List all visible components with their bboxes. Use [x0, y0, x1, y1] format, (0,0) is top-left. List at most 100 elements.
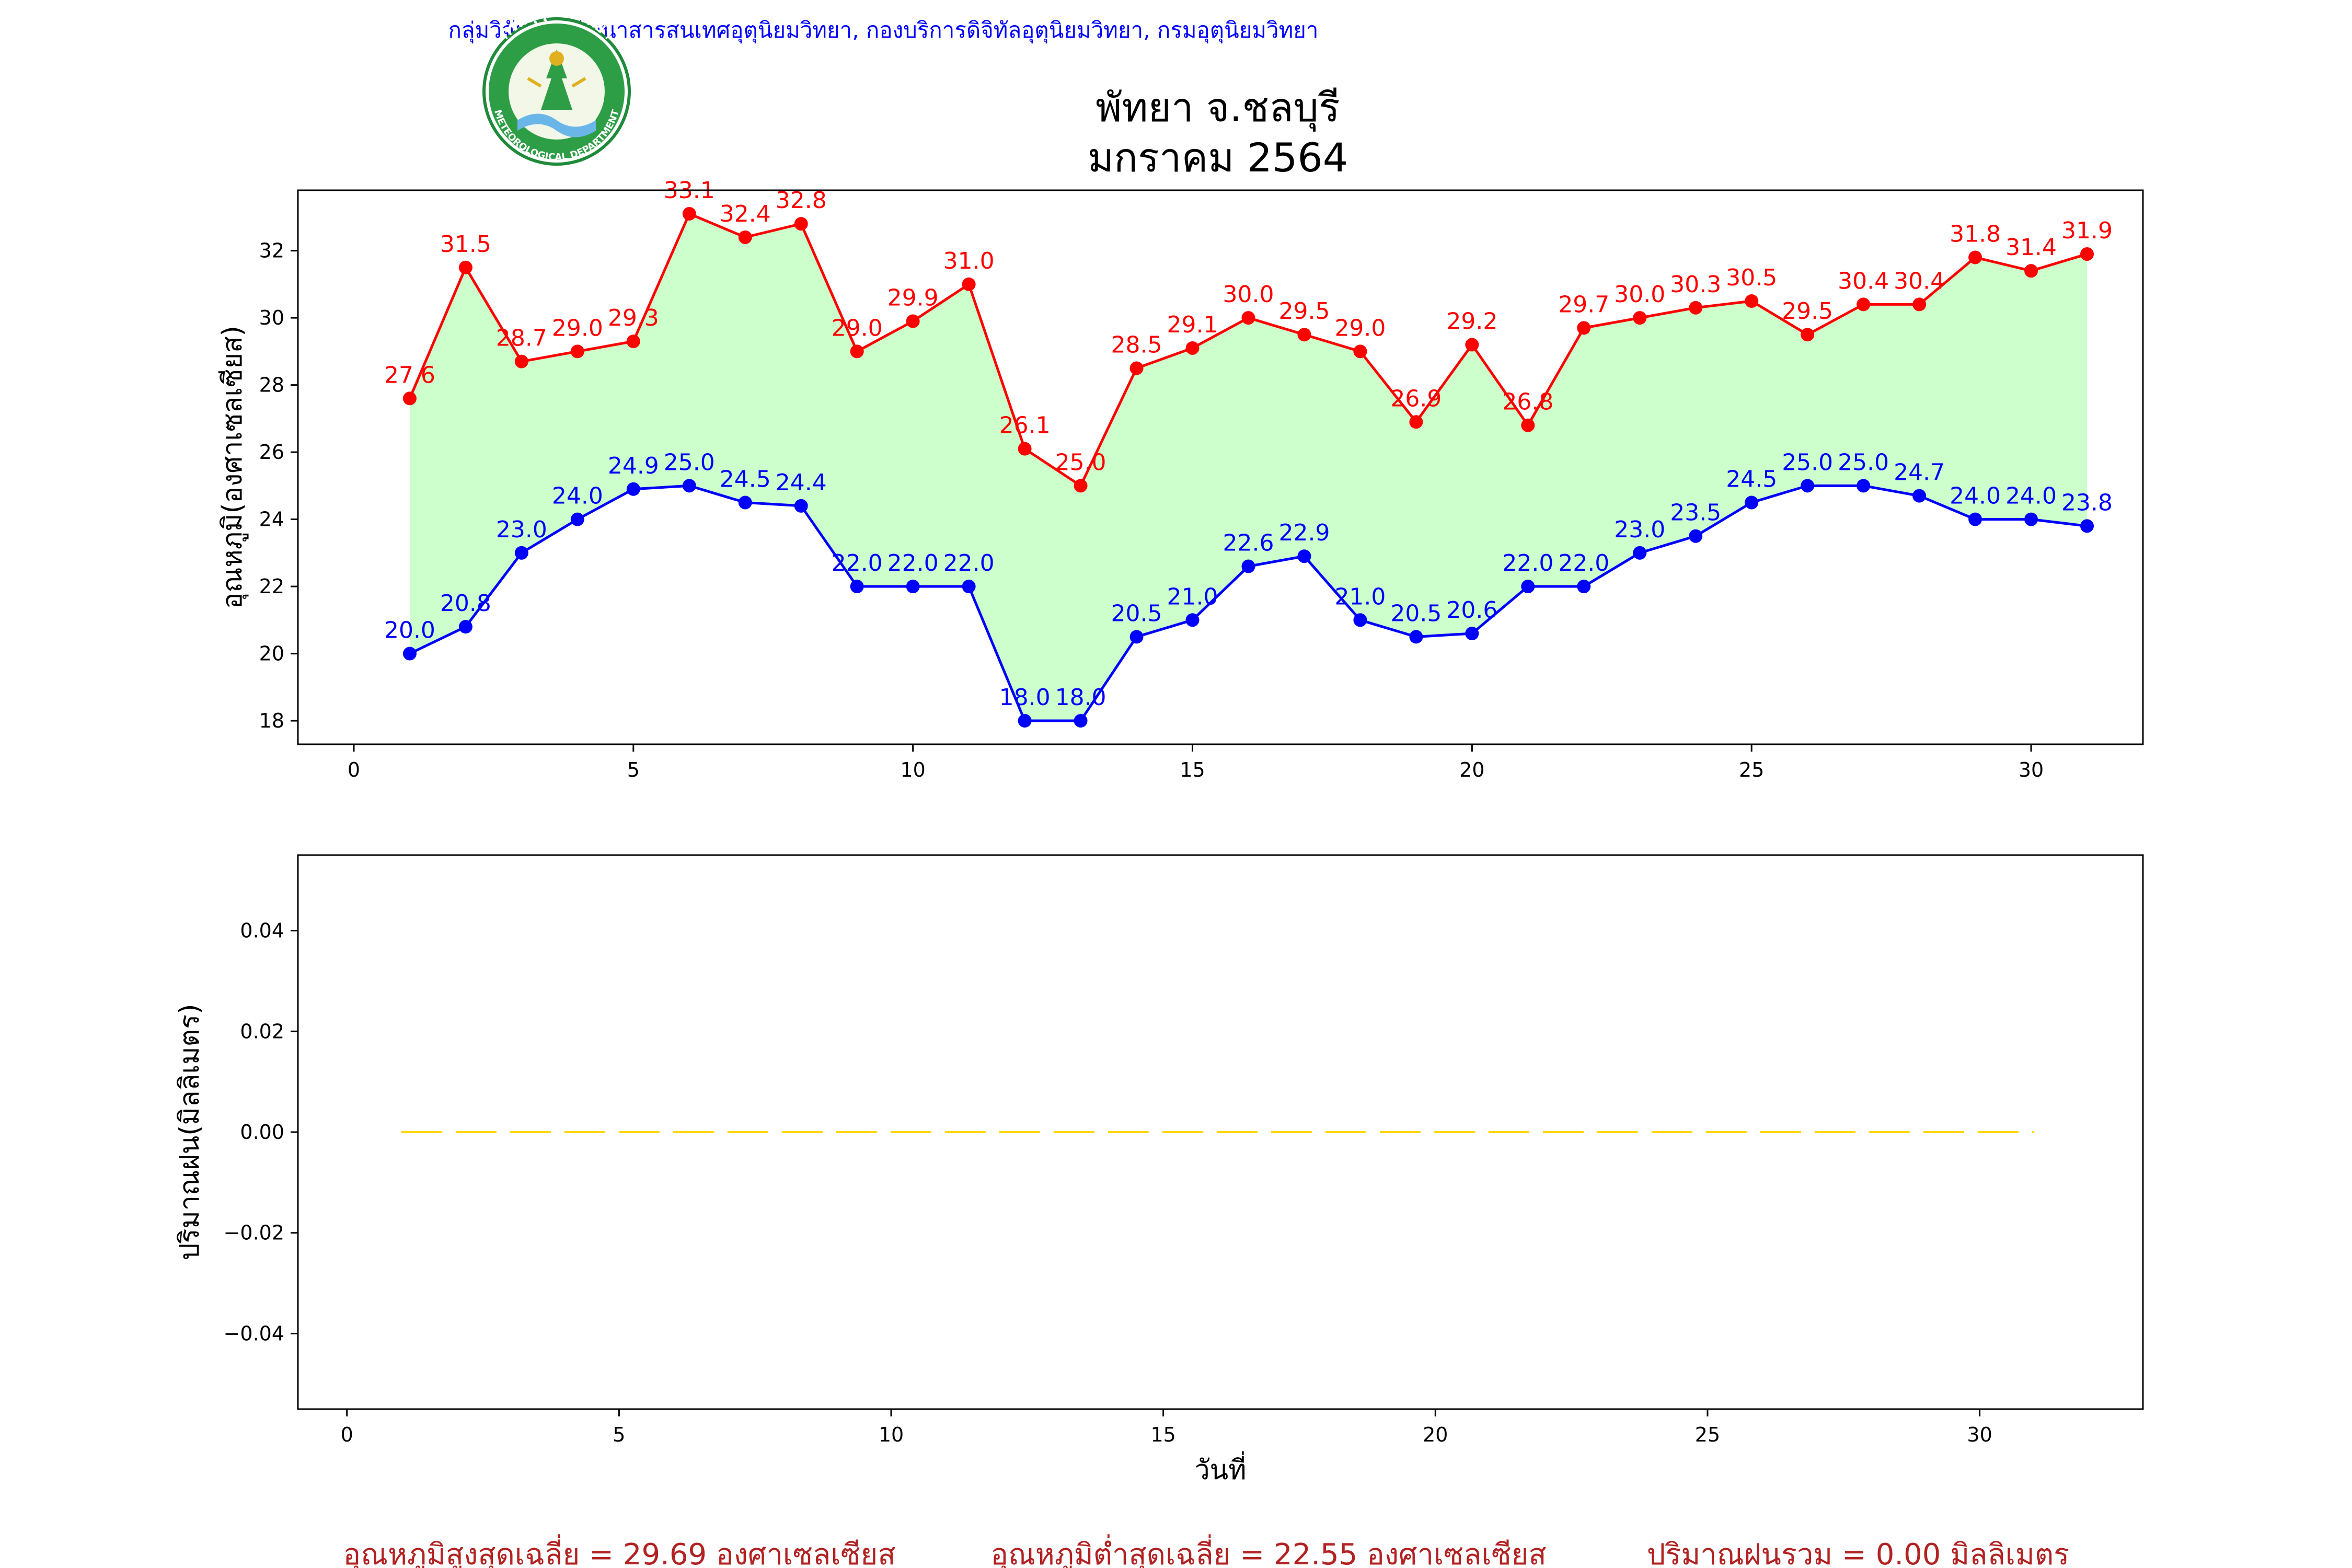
chart-title-line2: มกราคม 2564: [1088, 134, 1348, 181]
max-temperature-point: [1018, 442, 1032, 456]
min-temperature-point: [906, 580, 920, 594]
min-temperature-data-label: 22.0: [832, 550, 883, 577]
max-temperature-point: [794, 217, 808, 231]
min-temperature-point: [1857, 479, 1871, 493]
min-temperature-point: [1129, 630, 1144, 644]
rainfall-x-tick-label: 10: [879, 1423, 904, 1446]
min-temperature-point: [738, 495, 752, 510]
max-temperature-data-label: 31.4: [2005, 234, 2057, 261]
max-temperature-point: [1241, 311, 1255, 325]
max-temperature-point: [1465, 338, 1479, 352]
max-temperature-point: [458, 260, 472, 274]
max-temperature-data-label: 29.0: [1334, 315, 1386, 341]
max-temperature-data-label: 26.9: [1390, 385, 1442, 412]
temperature-y-axis-label: อุณหภูมิ(องศาเซลเซียส): [217, 326, 249, 609]
max-temperature-data-label: 29.1: [1167, 312, 1218, 338]
min-temperature-data-label: 23.8: [2061, 489, 2113, 516]
min-temperature-point: [2024, 512, 2038, 526]
max-temperature-data-label: 29.0: [552, 315, 603, 341]
rainfall-x-tick-label: 15: [1150, 1423, 1175, 1446]
temperature-y-tick-label: 28: [259, 374, 284, 397]
min-temperature-point: [626, 482, 640, 496]
max-temperature-point: [738, 230, 752, 244]
min-temperature-point: [1912, 489, 1927, 503]
max-temperature-data-label: 29.3: [608, 305, 659, 331]
min-temperature-point: [1353, 613, 1367, 627]
min-temperature-data-label: 20.6: [1446, 597, 1497, 624]
min-temperature-data-label: 24.5: [1726, 466, 1777, 492]
min-temperature-point: [1074, 714, 1088, 728]
max-temperature-point: [906, 314, 920, 328]
meteorological-department-logo: กรมอุตุนิยมวิทยา METEOROLOGICAL DEPARTME…: [482, 3, 631, 166]
min-temperature-data-label: 22.9: [1278, 520, 1330, 546]
temperature-range-fill: [409, 213, 2088, 721]
temperature-y-tick-label: 24: [259, 508, 284, 531]
min-temperature-data-label: 24.7: [1894, 459, 1945, 486]
temperature-x-tick-label: 20: [1459, 758, 1484, 781]
min-temperature-data-label: 23.5: [1670, 500, 1721, 526]
temperature-y-tick-label: 20: [259, 642, 284, 665]
max-temperature-point: [1633, 311, 1647, 325]
footer-total-rain: ปริมาณฝนรวม = 0.00 มิลลิเมตร: [1647, 1538, 2070, 1568]
min-temperature-point: [1633, 546, 1647, 560]
min-temperature-point: [1801, 479, 1815, 493]
max-temperature-data-label: 26.1: [999, 412, 1051, 439]
max-temperature-data-label: 30.0: [1223, 281, 1274, 308]
min-temperature-point: [1521, 580, 1535, 594]
max-temperature-data-label: 32.4: [720, 201, 771, 227]
chart-title-line1: พัทยา จ.ชลบุรี: [1096, 84, 1340, 132]
max-temperature-data-label: 29.7: [1558, 291, 1609, 318]
min-temperature-data-label: 20.5: [1390, 600, 1442, 627]
footer-avg-min: อุณหภูมิต่ำสุดเฉลี่ย = 22.55 องศาเซลเซีย…: [990, 1534, 1546, 1568]
max-temperature-point: [1968, 250, 1982, 264]
max-temperature-data-label: 29.5: [1278, 298, 1330, 325]
min-temperature-point: [1689, 529, 1703, 543]
min-temperature-data-label: 18.0: [1055, 684, 1106, 711]
min-temperature-point: [850, 580, 864, 594]
rainfall-y-tick-label: 0.00: [240, 1121, 284, 1144]
temperature-x-tick-label: 5: [627, 758, 640, 781]
max-temperature-point: [1857, 297, 1871, 312]
min-temperature-point: [1241, 559, 1255, 573]
temperature-y-tick-label: 30: [259, 306, 284, 329]
min-temperature-point: [682, 479, 696, 493]
rainfall-x-tick-label: 20: [1423, 1423, 1448, 1446]
max-temperature-point: [962, 277, 976, 291]
min-temperature-data-label: 20.0: [384, 617, 435, 644]
rainfall-x-tick-label: 25: [1695, 1423, 1720, 1446]
max-temperature-data-label: 30.0: [1614, 281, 1665, 308]
temperature-x-tick-label: 30: [2019, 758, 2044, 781]
max-temperature-point: [1745, 294, 1759, 308]
min-temperature-point: [1968, 512, 1982, 526]
max-temperature-data-label: 30.4: [1894, 268, 1945, 294]
temperature-x-tick-label: 0: [348, 758, 360, 781]
rainfall-y-tick-label: −0.04: [224, 1322, 284, 1345]
rainfall-y-tick-label: 0.02: [240, 1020, 284, 1043]
temperature-x-tick-label: 15: [1180, 758, 1205, 781]
max-temperature-data-label: 30.4: [1838, 268, 1889, 294]
max-temperature-point: [1297, 328, 1311, 342]
min-temperature-point: [1409, 630, 1423, 644]
min-temperature-data-label: 24.0: [2005, 483, 2057, 510]
max-temperature-point: [2024, 264, 2038, 278]
min-temperature-data-label: 24.0: [1950, 483, 2001, 510]
max-temperature-data-label: 29.0: [832, 315, 883, 341]
max-temperature-point: [570, 344, 584, 359]
min-temperature-data-label: 21.0: [1334, 583, 1386, 610]
min-temperature-data-label: 21.0: [1167, 583, 1218, 610]
temperature-y-tick-label: 18: [259, 709, 284, 732]
max-temperature-point: [1577, 321, 1591, 335]
min-temperature-point: [962, 580, 976, 594]
max-temperature-point: [402, 391, 417, 406]
max-temperature-data-label: 29.5: [1782, 298, 1833, 325]
max-temperature-point: [1074, 479, 1088, 493]
min-temperature-point: [1465, 627, 1479, 640]
rainfall-chart: 0 5 10 15 20 25 30 −0.04 −0.02 0.00 0.02 0.04 ปริม…: [174, 854, 2144, 1486]
max-temperature-point: [1801, 328, 1815, 342]
max-temperature-data-label: 28.7: [496, 325, 547, 352]
max-temperature-data-label: 26.8: [1502, 389, 1553, 416]
temperature-plot-frame: [297, 189, 2144, 745]
max-temperature-data-label: 28.5: [1111, 331, 1162, 358]
max-temperature-point: [626, 335, 640, 349]
